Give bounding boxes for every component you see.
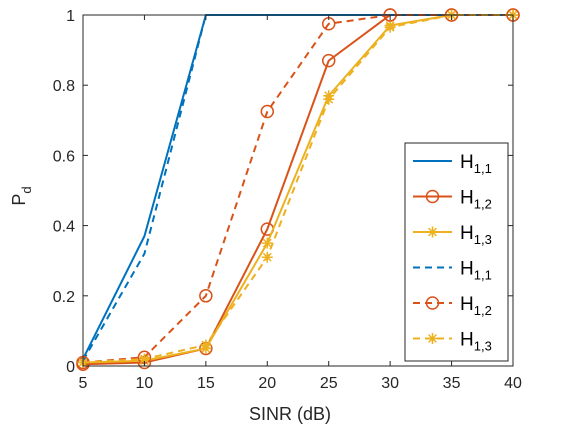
legend-label-main: H [460, 188, 474, 209]
x-tick-label: 15 [197, 375, 215, 392]
series-3-line [82, 14, 513, 364]
y-tick-label: 0.4 [53, 219, 75, 236]
legend-label-sub: 1,1 [474, 268, 492, 283]
y-axis-label-sub: d [19, 186, 34, 193]
series-6-point-5 [323, 93, 335, 105]
legend-label: H1,1 [460, 152, 492, 176]
x-tick-label: 35 [443, 375, 461, 392]
series-5-point-4 [260, 104, 275, 119]
x-axis-label: SINR (dB) [249, 404, 331, 424]
legend-label-sub: 1,2 [474, 303, 492, 318]
y-axis-label: Pd [9, 186, 34, 205]
y-tick-label: 0.2 [53, 289, 75, 306]
legend-marker [425, 189, 440, 204]
x-tick-label: 40 [504, 375, 522, 392]
series-6-point-4 [261, 251, 273, 263]
x-tick-label: 30 [381, 375, 399, 392]
y-tick-label: 0 [66, 359, 75, 376]
x-tick-label: 25 [320, 375, 338, 392]
legend-label-sub: 1,2 [474, 197, 492, 212]
legend-marker [427, 333, 438, 344]
series-6-line [82, 14, 513, 364]
legend-label-sub: 1,3 [474, 232, 492, 247]
legend-entry-2: H1,2 [413, 188, 492, 212]
y-axis-label-main: P [9, 194, 29, 206]
y-tick-label: 0.8 [53, 78, 75, 95]
x-tick-label: 10 [136, 375, 154, 392]
series-6-point-3 [200, 339, 212, 351]
legend-entry-5: H1,2 [413, 294, 492, 318]
axes-box [82, 14, 514, 367]
series-5-line [82, 14, 513, 364]
series-6-point-6 [384, 21, 396, 33]
legend: H1,1H1,2H1,3H1,1H1,2H1,3 [404, 142, 509, 362]
legend-label-main: H [460, 294, 474, 315]
legend-box [404, 142, 509, 362]
series-5-point-3 [199, 289, 213, 303]
legend-label-main: H [460, 330, 474, 351]
x-tick-label: 5 [79, 375, 88, 392]
x-tick-label: 20 [258, 375, 276, 392]
legend-label-sub: 1,3 [474, 339, 492, 354]
legend-label: H1,3 [460, 223, 492, 247]
axis-ticks: 5 10 15 20 25 30 35 40 0 0.2 0.4 0.6 0.8 1 [53, 8, 522, 392]
series-6-point-2 [138, 353, 150, 365]
legend-entry-6: H1,3 [413, 330, 492, 354]
legend-entry-3: H1,3 [413, 223, 492, 247]
series-2-point-5 [321, 53, 336, 68]
legend-label-sub: 1,1 [474, 161, 492, 176]
y-tick-label: 1 [66, 8, 75, 25]
legend-label: H1,2 [460, 188, 492, 212]
legend-label: H1,1 [460, 259, 492, 283]
series-3-point-4 [261, 237, 273, 249]
legend-label-main: H [460, 152, 474, 173]
legend-label-main: H [460, 259, 474, 280]
legend-label: H1,2 [460, 294, 492, 318]
legend-entry-1: H1,1 [413, 152, 492, 176]
legend-marker [425, 296, 440, 310]
legend-entry-4: H1,1 [413, 259, 492, 283]
y-tick-label: 0.6 [53, 148, 75, 165]
legend-marker [427, 226, 438, 238]
legend-label: H1,3 [460, 330, 492, 354]
legend-label-main: H [460, 223, 474, 244]
